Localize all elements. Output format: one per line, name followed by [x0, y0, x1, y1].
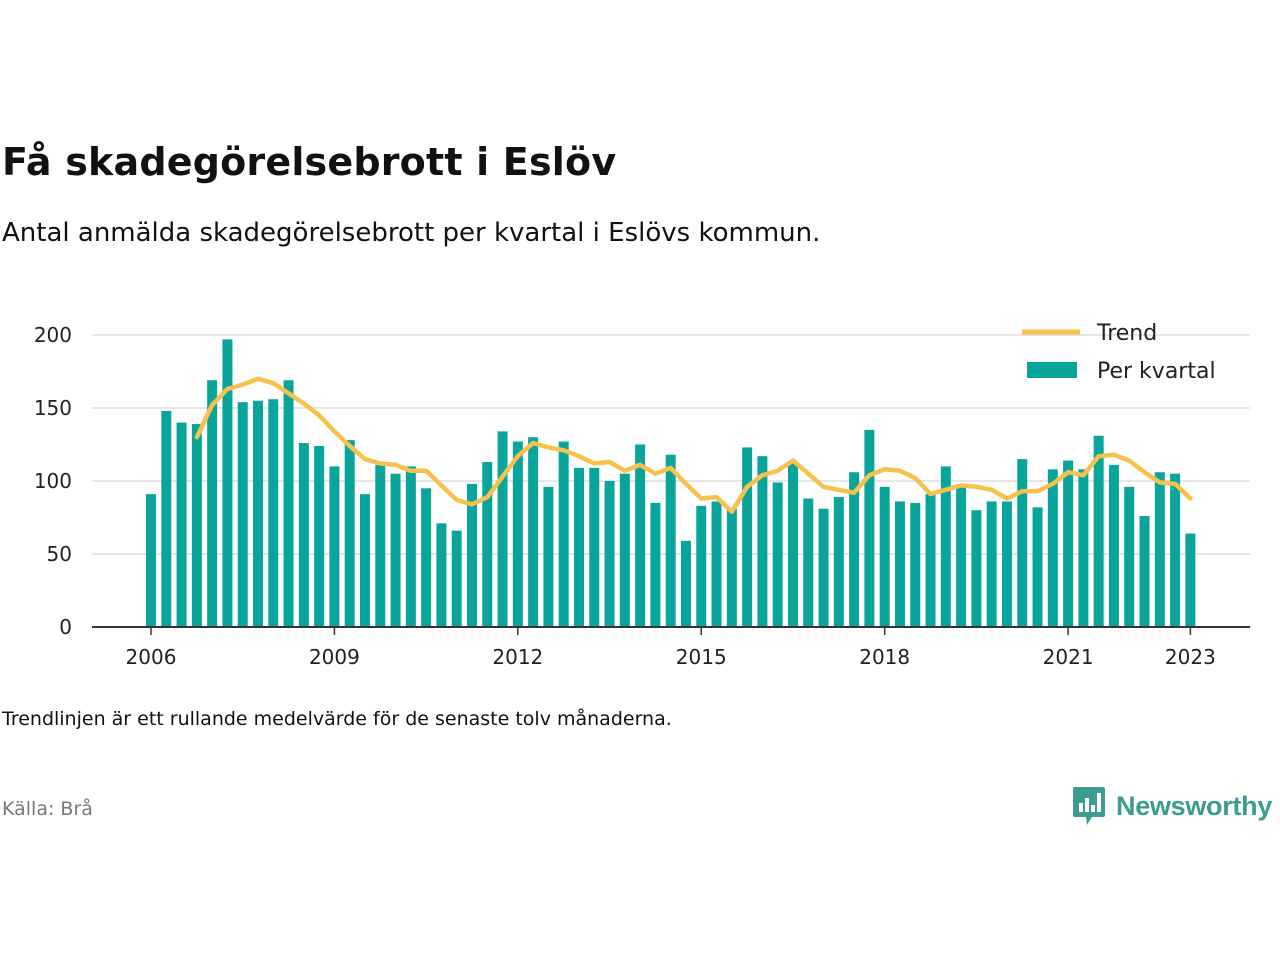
bar	[191, 424, 202, 627]
bar	[359, 494, 370, 627]
bar	[314, 445, 325, 627]
bar-line-chart: 0 50 100 150 200 2006 2009 2012 2015 2018 2021 2023…	[34, 321, 1250, 669]
legend-bar-swatch	[1027, 362, 1077, 378]
y-tick-label: 200	[34, 323, 72, 347]
bar	[742, 447, 753, 627]
bar	[894, 501, 905, 627]
bar	[283, 380, 294, 627]
bar	[512, 441, 523, 627]
trend-line	[194, 376, 1193, 514]
bar	[665, 454, 676, 627]
brand-name: Newsworthy	[1116, 790, 1273, 821]
bar	[1093, 435, 1104, 627]
bar	[1185, 533, 1196, 627]
bar	[146, 494, 156, 627]
bar	[1154, 472, 1165, 627]
chart-title: Få skadegörelsebrott i Eslöv	[2, 140, 617, 184]
legend-bar-label: Per kvartal	[1097, 359, 1216, 384]
legend: Trend Per kvartal	[1022, 321, 1216, 384]
bar	[573, 467, 584, 627]
x-tick-label: 2023	[1165, 645, 1216, 669]
bar	[405, 466, 416, 627]
x-tick-label: 2009	[309, 645, 360, 669]
bar	[344, 440, 355, 627]
bar	[1124, 486, 1135, 627]
bar	[696, 505, 707, 627]
y-tick-label: 0	[59, 615, 72, 639]
bar	[1063, 460, 1074, 627]
bar	[1078, 469, 1089, 627]
x-tick-label: 2015	[676, 645, 727, 669]
bar	[207, 380, 218, 627]
bar	[650, 502, 661, 627]
y-tick-label: 50	[47, 542, 72, 566]
bar	[803, 498, 814, 627]
bar	[833, 497, 844, 627]
bar	[864, 429, 875, 627]
bar	[466, 483, 477, 627]
bar	[772, 482, 783, 627]
bar	[252, 400, 263, 627]
bar	[1139, 516, 1150, 627]
bar	[589, 467, 600, 627]
bar	[237, 402, 248, 627]
bar	[528, 437, 539, 627]
y-tick-label: 100	[34, 469, 72, 493]
bar	[1017, 459, 1028, 627]
bar	[757, 456, 768, 627]
trend-note: Trendlinjen är ett rullande medelvärde f…	[2, 708, 672, 730]
bar	[421, 488, 432, 627]
bar	[1170, 473, 1181, 627]
chart-subtitle: Antal anmälda skadegörelsebrott per kvar…	[2, 218, 821, 248]
x-tick-label: 2012	[492, 645, 543, 669]
bar	[543, 486, 554, 627]
bar	[726, 508, 737, 627]
x-tick-label: 2006	[126, 645, 177, 669]
bar	[451, 530, 462, 627]
bar	[390, 473, 401, 627]
bar	[711, 501, 722, 627]
source-text: Källa: Brå	[2, 798, 93, 820]
bar	[482, 462, 493, 627]
bar	[558, 441, 569, 627]
newsworthy-logo-icon	[1073, 787, 1105, 825]
bar-series	[146, 339, 1196, 627]
bar	[497, 431, 508, 627]
bar	[910, 502, 921, 627]
legend-trend-label: Trend	[1096, 321, 1157, 346]
bar	[1001, 501, 1012, 627]
bar	[1047, 469, 1058, 627]
bar	[971, 510, 982, 627]
bar	[956, 486, 967, 627]
bar	[940, 466, 951, 627]
bar	[787, 463, 798, 627]
bar	[1032, 507, 1043, 627]
bar	[635, 444, 646, 627]
newsworthy-logo[interactable]: Newsworthy	[1072, 784, 1272, 828]
bar	[849, 472, 860, 627]
bar	[329, 466, 340, 627]
bar	[879, 486, 890, 627]
bar	[436, 523, 447, 627]
bar	[298, 443, 309, 627]
axes: 0 50 100 150 200 2006 2009 2012 2015 2018 2021 2023	[34, 323, 1250, 669]
bar	[619, 473, 630, 627]
bar	[1108, 464, 1119, 627]
y-tick-label: 150	[34, 396, 72, 420]
bar	[375, 464, 386, 627]
bar	[986, 501, 997, 627]
x-tick-label: 2018	[859, 645, 910, 669]
x-tick-label: 2021	[1043, 645, 1094, 669]
bar	[161, 410, 172, 627]
bar	[176, 422, 187, 627]
bar	[680, 540, 691, 627]
bar	[604, 481, 615, 627]
bar	[925, 494, 936, 627]
bar	[222, 339, 233, 627]
bar	[268, 399, 279, 627]
trend-series	[194, 376, 1193, 514]
bar	[818, 508, 829, 627]
